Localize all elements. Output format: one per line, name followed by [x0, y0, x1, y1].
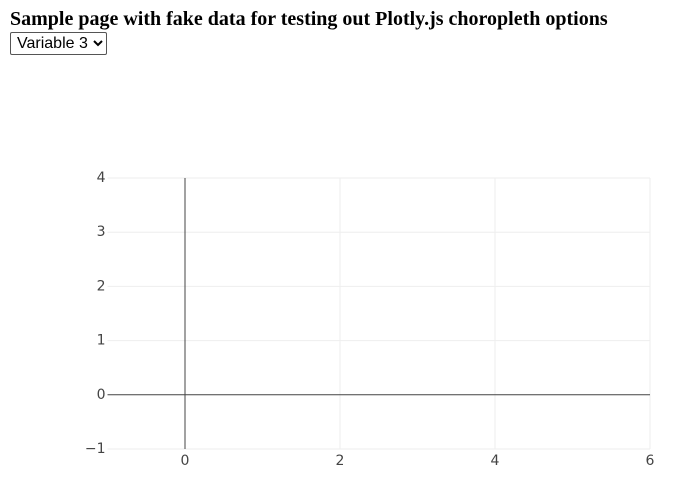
y-tick-label: 3 — [97, 224, 106, 240]
page-title: Sample page with fake data for testing o… — [10, 8, 608, 30]
x-tick-label: 2 — [336, 453, 345, 469]
y-tick-label: 2 — [97, 278, 106, 294]
variable-select[interactable]: Variable 3 — [10, 32, 107, 55]
x-tick-label: 6 — [646, 453, 655, 469]
x-tick-label: 4 — [491, 453, 500, 469]
y-tick-label: −1 — [85, 441, 106, 457]
y-tick-label: 0 — [97, 387, 106, 403]
y-tick-label: 4 — [97, 170, 106, 186]
y-tick-label: 1 — [97, 333, 106, 349]
x-tick-label: 0 — [181, 453, 190, 469]
